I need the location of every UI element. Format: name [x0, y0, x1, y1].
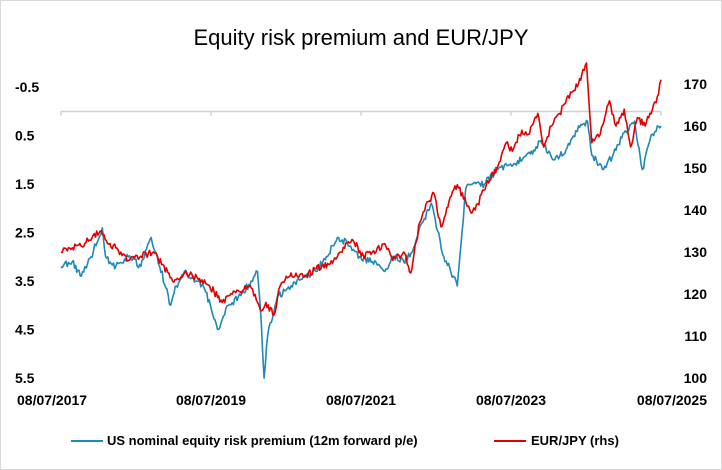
left-tick-label: 2.5 [15, 225, 35, 241]
left-tick-label: 0.5 [15, 128, 35, 144]
left-tick-label: 5.5 [15, 370, 35, 386]
x-tick-label: 08/07/2025 [637, 392, 707, 408]
left-tick-label: -0.5 [15, 79, 39, 95]
right-tick-label: 120 [684, 286, 708, 302]
right-tick-label: 110 [684, 328, 707, 344]
legend-label-equity-risk-premium: US nominal equity risk premium (12m forw… [107, 433, 418, 448]
right-axis-ticks: 100 110 120 130 140 150 160 170 [684, 76, 708, 386]
x-tick-label: 08/07/2019 [176, 392, 246, 408]
legend-label-eurjpy: EUR/JPY (rhs) [531, 433, 619, 448]
x-tick-label: 08/07/2023 [476, 392, 546, 408]
right-tick-label: 170 [684, 76, 708, 92]
series-group [60, 62, 662, 379]
right-tick-label: 160 [684, 118, 708, 134]
right-tick-label: 140 [684, 202, 708, 218]
left-tick-label: 4.5 [15, 322, 35, 338]
x-tick-label: 08/07/2021 [326, 392, 396, 408]
x-tick-label: 08/07/2017 [17, 392, 87, 408]
left-tick-label: 1.5 [15, 176, 35, 192]
right-tick-label: 150 [684, 160, 708, 176]
right-tick-label: 100 [684, 370, 708, 386]
zero-reference-line [60, 110, 662, 116]
left-tick-label: 3.5 [15, 273, 35, 289]
series-line-eurjpy [60, 62, 662, 316]
chart-title: Equity risk premium and EUR/JPY [194, 25, 529, 50]
right-tick-label: 130 [684, 244, 708, 260]
legend: US nominal equity risk premium (12m forw… [71, 433, 619, 448]
x-axis-ticks: 08/07/2017 08/07/2019 08/07/2021 08/07/2023… [17, 392, 707, 408]
left-axis-ticks: -0.5 0.5 1.5 2.5 3.5 4.5 5.5 [15, 79, 39, 386]
series-line-equity-risk-premium [60, 119, 662, 379]
